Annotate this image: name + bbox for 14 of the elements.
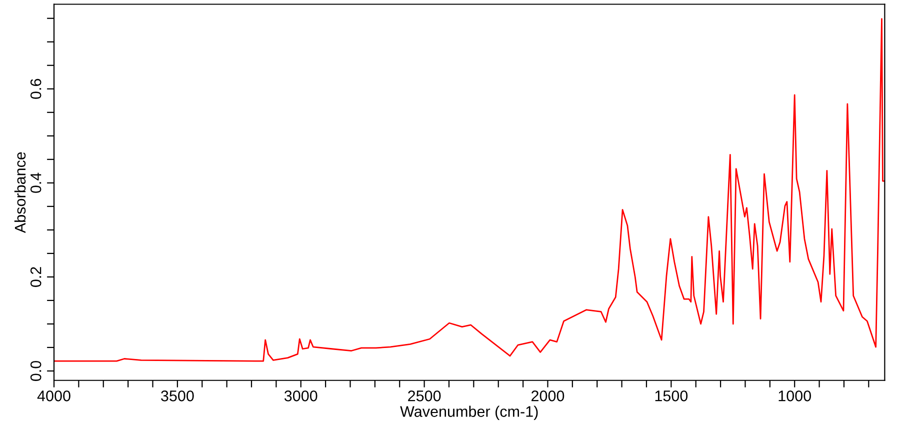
- x-tick-label: 2500: [408, 390, 441, 402]
- x-tick-label: 2000: [532, 390, 564, 402]
- y-tick-label: 0.0: [30, 360, 42, 381]
- x-tick-label: 1000: [778, 390, 811, 402]
- line-series: [54, 18, 885, 362]
- x-tick-label: 3000: [284, 390, 318, 402]
- x-tick-label: 3500: [161, 390, 194, 402]
- x-tick-label: 1500: [655, 390, 688, 402]
- y-tick-label: 0.6: [30, 78, 42, 99]
- y-tick-label: 0.4: [30, 172, 42, 193]
- y-axis-title: Absorbance: [14, 152, 26, 234]
- x-tick-label: 4000: [37, 390, 70, 402]
- y-tick-label: 0.2: [30, 267, 42, 287]
- x-axis-title: Wavenumber (cm-1): [400, 406, 538, 420]
